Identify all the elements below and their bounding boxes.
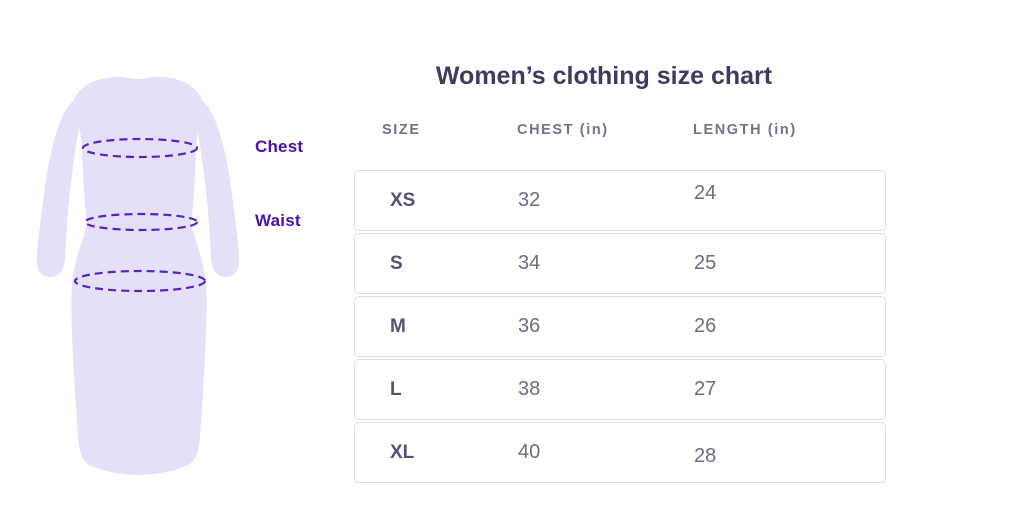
length-cell: 25 <box>694 252 717 274</box>
chest-label: Chest <box>255 137 304 156</box>
page-title: Women’s clothing size chart <box>435 62 773 90</box>
hip-measure-line <box>73 269 207 293</box>
waist-label: Waist <box>255 211 301 230</box>
length-cell: 26 <box>694 315 717 337</box>
column-header-size: SIZE <box>382 122 421 138</box>
table-row: XS 32 24 <box>354 170 886 231</box>
chest-cell: 40 <box>518 441 541 463</box>
chest-cell: 38 <box>518 378 541 400</box>
size-cell: XS <box>390 189 416 211</box>
table-header-row: SIZE CHEST (in) LENGTH (in) <box>354 122 886 138</box>
column-header-chest: CHEST (in) <box>517 122 609 138</box>
table-row: L 38 27 <box>354 359 886 420</box>
dress-right-sleeve-shape <box>191 100 240 277</box>
table-row: S 34 25 <box>354 233 886 294</box>
column-header-length: LENGTH (in) <box>693 122 797 138</box>
waist-measure-line <box>83 212 199 232</box>
chest-cell: 34 <box>518 252 541 274</box>
dress-illustration <box>36 76 240 476</box>
table-row: XL 40 28 <box>354 422 886 483</box>
size-cell: XL <box>390 441 415 463</box>
size-cell: S <box>390 252 403 274</box>
length-cell: 27 <box>694 378 717 400</box>
size-table: XS 32 24 S 34 25 M 36 26 L 38 27 XL 40 2… <box>354 170 886 485</box>
dress-body-shape <box>71 76 207 476</box>
chest-measure-line <box>81 137 199 159</box>
chest-cell: 32 <box>518 189 541 211</box>
size-cell: L <box>390 378 402 400</box>
table-row: M 36 26 <box>354 296 886 357</box>
length-cell: 28 <box>694 445 717 467</box>
size-cell: M <box>390 315 406 337</box>
dress-left-sleeve-shape <box>36 100 85 277</box>
length-cell: 24 <box>694 182 717 204</box>
chest-cell: 36 <box>518 315 541 337</box>
